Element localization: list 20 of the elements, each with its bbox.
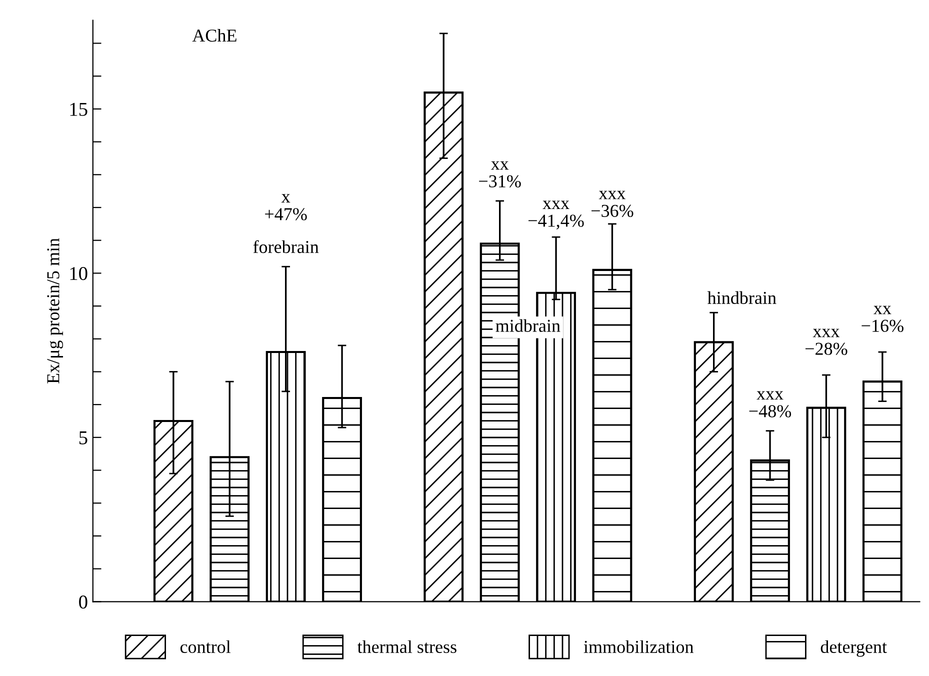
y-tick-label: 15 (70, 102, 88, 116)
y-tick-label: 5 (79, 431, 88, 444)
y-tick-label: 0 (79, 595, 88, 609)
legend-label: detergent (820, 640, 887, 657)
legend-label: control (180, 640, 231, 654)
y-axis-title: Ex/μg protein/5 min (47, 238, 64, 384)
x-tick-label: forebrain (253, 240, 319, 254)
chart-title: AChE (192, 29, 236, 42)
annotation: x +47% (265, 194, 307, 220)
annotation: xxx −36% (591, 190, 634, 218)
y-tick-label: 10 (70, 267, 88, 280)
annotation: xxx −28% (805, 328, 848, 355)
annotation: xx −31% (479, 161, 521, 188)
legend-label: thermal stress (357, 640, 456, 654)
legend-label: immobilization (584, 640, 694, 654)
x-tick-label: midbrain (496, 319, 560, 332)
annotation: xxx −48% (749, 391, 792, 418)
annotation: xxx −41,4% (528, 200, 584, 230)
x-tick-label: hindbrain (708, 291, 776, 304)
annotation: xx −16% (862, 306, 904, 332)
